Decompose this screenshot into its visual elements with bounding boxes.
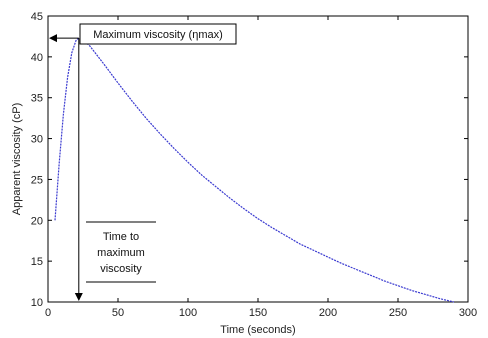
time-to-max-arrowhead [74, 293, 83, 301]
max-viscosity-label: Maximum viscosity (ηmax) [93, 29, 223, 41]
time-to-max-box [86, 222, 156, 282]
max-viscosity-box [79, 23, 237, 45]
time-to-max-label-line1: Time to [103, 231, 139, 243]
x-tick-label: 150 [249, 307, 267, 319]
y-tick-label: 15 [31, 256, 43, 268]
max-viscosity-arrowhead [49, 34, 57, 43]
time-to-max-label-line3: viscosity [100, 263, 142, 275]
time-to-max-label-line2: maximum [97, 247, 145, 259]
annotations: Maximum viscosity (ηmax) Time to maximum… [49, 23, 237, 301]
x-tick-label: 50 [112, 307, 124, 319]
x-tick-label: 200 [319, 307, 337, 319]
y-tick-label: 10 [31, 297, 43, 309]
y-tick-label: 30 [31, 134, 43, 146]
x-tick-label: 0 [45, 307, 51, 319]
x-tick-label: 100 [179, 307, 197, 319]
y-tick-label: 35 [31, 93, 43, 105]
y-tick-label: 45 [31, 11, 43, 23]
axis-ticks: 0 50 100 150 200 250 300 10 15 20 25 30 35 40 45 [31, 11, 477, 319]
x-tick-label: 300 [459, 307, 477, 319]
x-axis-label: Time (seconds) [220, 324, 295, 336]
y-tick-label: 20 [31, 215, 43, 227]
y-tick-label: 40 [31, 52, 43, 64]
viscosity-series-line [54, 37, 455, 303]
x-tick-label: 250 [389, 307, 407, 319]
series-layer [54, 37, 455, 303]
y-axis-label: Apparent viscosity (cP) [11, 103, 23, 215]
y-tick-label: 25 [31, 174, 43, 186]
